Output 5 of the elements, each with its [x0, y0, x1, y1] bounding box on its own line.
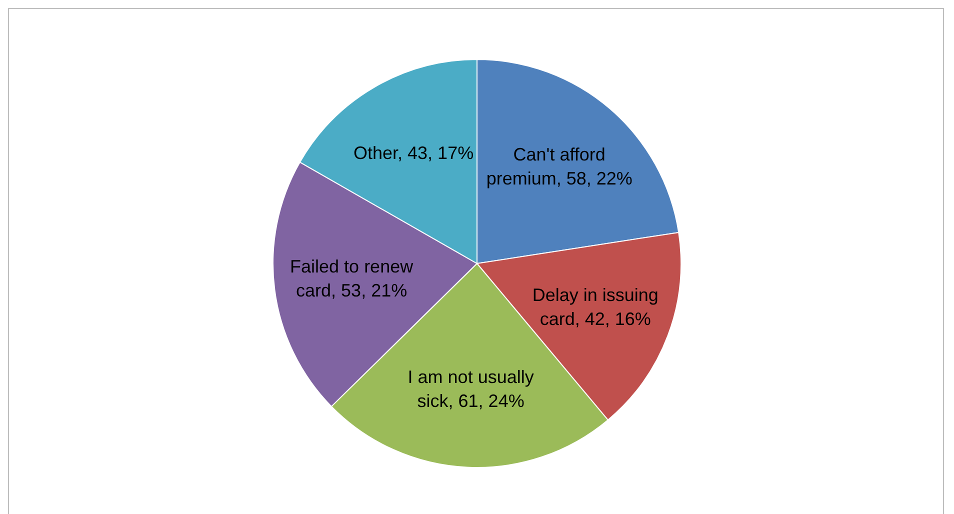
slice-label: Other, 43, 17%	[354, 143, 474, 164]
slice-label: Delay in issuing card, 42, 16%	[532, 285, 658, 330]
slice-label: Failed to renew card, 53, 21%	[290, 256, 414, 301]
slice-label: Can't afford premium, 58, 22%	[486, 144, 632, 188]
slice-label: I am not usually sick, 61, 24%	[408, 366, 534, 411]
